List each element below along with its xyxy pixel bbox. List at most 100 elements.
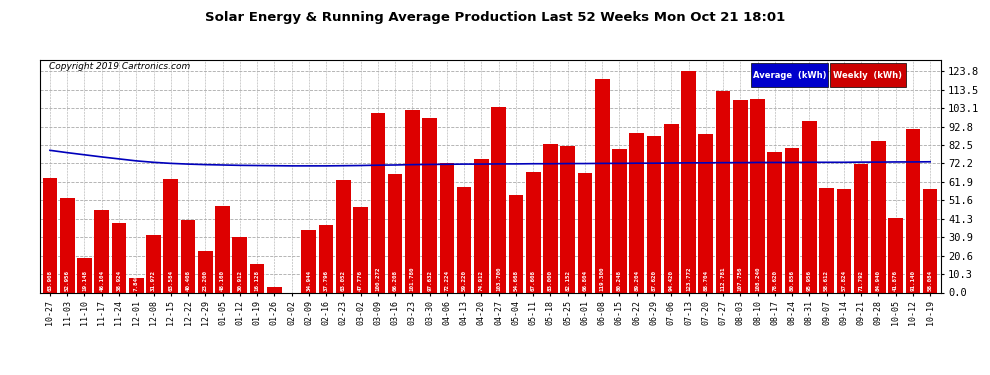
Bar (630, 133, 644, 292)
Text: 47.776: 47.776 (358, 270, 363, 291)
Text: 101.780: 101.780 (410, 266, 415, 291)
Bar (837, 189, 851, 292)
Bar (43, 178, 57, 292)
Bar (405, 111, 420, 292)
Text: 58.084: 58.084 (928, 270, 933, 291)
Text: 107.756: 107.756 (738, 266, 742, 291)
Text: 112.781: 112.781 (721, 266, 726, 291)
Bar (94, 210, 109, 292)
Text: 7.840: 7.840 (134, 273, 139, 291)
Bar (147, 236, 160, 292)
Text: 59.220: 59.220 (461, 270, 466, 291)
Text: 38.924: 38.924 (117, 270, 122, 291)
Bar (59, 198, 74, 292)
Bar (785, 148, 799, 292)
Bar (612, 149, 627, 292)
Bar (474, 159, 489, 292)
Bar (129, 279, 144, 292)
Bar (767, 152, 782, 292)
Bar (163, 179, 178, 292)
FancyBboxPatch shape (830, 63, 906, 87)
Bar (215, 206, 230, 292)
Text: 72.224: 72.224 (445, 270, 449, 291)
Text: 123.772: 123.772 (686, 266, 691, 291)
Text: 94.420: 94.420 (669, 270, 674, 291)
Bar (646, 136, 661, 292)
Text: Solar Energy & Running Average Production Last 52 Weeks Mon Oct 21 18:01: Solar Energy & Running Average Productio… (205, 11, 785, 24)
Text: 95.956: 95.956 (807, 270, 812, 291)
Text: 80.856: 80.856 (790, 270, 795, 291)
Bar (560, 146, 575, 292)
Bar (319, 225, 334, 292)
Text: 57.824: 57.824 (842, 270, 846, 291)
Text: 37.796: 37.796 (324, 270, 329, 291)
Text: 63.908: 63.908 (48, 270, 52, 291)
Text: 87.620: 87.620 (651, 270, 656, 291)
Text: 103.700: 103.700 (496, 266, 501, 291)
Bar (509, 195, 524, 292)
Bar (440, 164, 454, 292)
Text: 31.972: 31.972 (151, 270, 156, 291)
Text: 23.200: 23.200 (203, 270, 208, 291)
Bar (595, 79, 610, 292)
Bar (233, 237, 248, 292)
Text: 40.408: 40.408 (185, 270, 190, 291)
Bar (820, 188, 834, 292)
Text: 119.300: 119.300 (600, 266, 605, 291)
Bar (491, 107, 506, 292)
Text: 84.940: 84.940 (876, 270, 881, 291)
Bar (198, 251, 213, 292)
Bar (664, 124, 678, 292)
Bar (923, 189, 938, 292)
Bar (716, 91, 731, 292)
Bar (871, 141, 886, 292)
Text: 19.148: 19.148 (82, 270, 87, 291)
Bar (112, 223, 127, 292)
FancyBboxPatch shape (751, 63, 828, 87)
Text: 48.160: 48.160 (220, 270, 225, 291)
Text: 67.608: 67.608 (531, 270, 536, 291)
Text: 41.876: 41.876 (893, 270, 898, 291)
Bar (750, 99, 765, 292)
Text: 83.000: 83.000 (547, 270, 553, 291)
Text: 52.956: 52.956 (64, 270, 69, 291)
Text: 100.272: 100.272 (375, 266, 380, 291)
Text: 89.204: 89.204 (635, 270, 640, 291)
Bar (681, 71, 696, 292)
Text: 71.792: 71.792 (858, 270, 863, 291)
Text: 78.620: 78.620 (772, 270, 777, 291)
Text: 82.152: 82.152 (565, 270, 570, 291)
Bar (388, 174, 403, 292)
Bar (267, 287, 281, 292)
Bar (77, 258, 92, 292)
Text: 91.140: 91.140 (911, 270, 916, 291)
Text: Weekly  (kWh): Weekly (kWh) (834, 70, 903, 80)
Bar (906, 129, 921, 292)
Bar (353, 207, 368, 292)
Text: Average  (kWh): Average (kWh) (752, 70, 827, 80)
Text: 63.584: 63.584 (168, 270, 173, 291)
Bar (336, 180, 350, 292)
Text: 66.208: 66.208 (393, 270, 398, 291)
Bar (456, 187, 471, 292)
Bar (423, 118, 437, 292)
Bar (577, 173, 592, 292)
Text: 63.052: 63.052 (341, 270, 346, 291)
Text: 16.128: 16.128 (254, 270, 259, 291)
Text: 58.612: 58.612 (824, 270, 829, 291)
Text: Copyright 2019 Cartronics.com: Copyright 2019 Cartronics.com (49, 62, 190, 71)
Text: 97.632: 97.632 (427, 270, 433, 291)
Bar (181, 220, 195, 292)
Bar (544, 144, 557, 292)
Text: 88.704: 88.704 (703, 270, 708, 291)
Bar (370, 113, 385, 292)
Text: 46.104: 46.104 (99, 270, 104, 291)
Text: 108.240: 108.240 (755, 266, 760, 291)
Text: 34.944: 34.944 (306, 270, 311, 291)
Bar (888, 217, 903, 292)
Bar (699, 134, 713, 292)
Text: 66.804: 66.804 (582, 270, 587, 291)
Bar (249, 264, 264, 292)
Bar (302, 230, 316, 292)
Bar (853, 164, 868, 292)
